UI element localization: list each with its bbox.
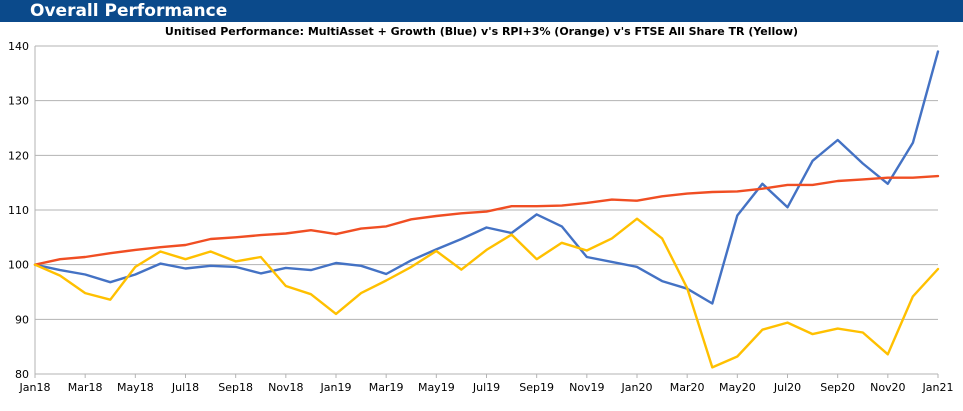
x-tick-label: Jan21 (922, 381, 954, 394)
y-tick-label: 80 (15, 368, 29, 381)
x-tick-label: Jul19 (472, 381, 500, 394)
tick-labels: 80 90 100 110 120 130 140 Jan18 Mar18 May18 Jul18 S… (8, 40, 953, 394)
y-tick-label: 140 (8, 40, 29, 53)
y-tick-label: 120 (8, 149, 29, 162)
x-tick-label: Nov20 (870, 381, 905, 394)
series-line-2 (33, 174, 940, 266)
y-tick-label: 100 (8, 259, 29, 272)
x-tick-label: May18 (117, 381, 154, 394)
x-tick-label: Mar20 (670, 381, 705, 394)
series-line-1 (33, 50, 940, 305)
x-tick-label: May19 (418, 381, 455, 394)
axes (34, 46, 939, 378)
chart-title: Unitised Performance: MultiAsset + Growt… (164, 25, 799, 38)
x-tick-label: Nov18 (268, 381, 303, 394)
series-lines (33, 50, 940, 369)
x-tick-label: Mar19 (369, 381, 404, 394)
page-title: Overall Performance (30, 1, 228, 21)
x-tick-label: Jan19 (320, 381, 352, 394)
x-tick-label: Sep20 (820, 381, 855, 394)
x-tick-label: Jul18 (171, 381, 199, 394)
x-tick-label: Sep18 (218, 381, 253, 394)
x-tick-label: Sep19 (519, 381, 554, 394)
x-tick-label: Nov19 (569, 381, 604, 394)
y-tick-label: 90 (15, 313, 29, 326)
x-tick-label: Jan20 (621, 381, 653, 394)
x-tick-label: Jul20 (773, 381, 801, 394)
series-line-3 (33, 217, 940, 369)
x-tick-label: Jan18 (19, 381, 51, 394)
x-tick-label: May20 (719, 381, 756, 394)
x-tick-label: Mar18 (68, 381, 103, 394)
y-tick-label: 130 (8, 95, 29, 108)
header-bar: Overall Performance (0, 0, 963, 22)
y-tick-label: 110 (8, 204, 29, 217)
grid-lines (35, 45, 938, 320)
